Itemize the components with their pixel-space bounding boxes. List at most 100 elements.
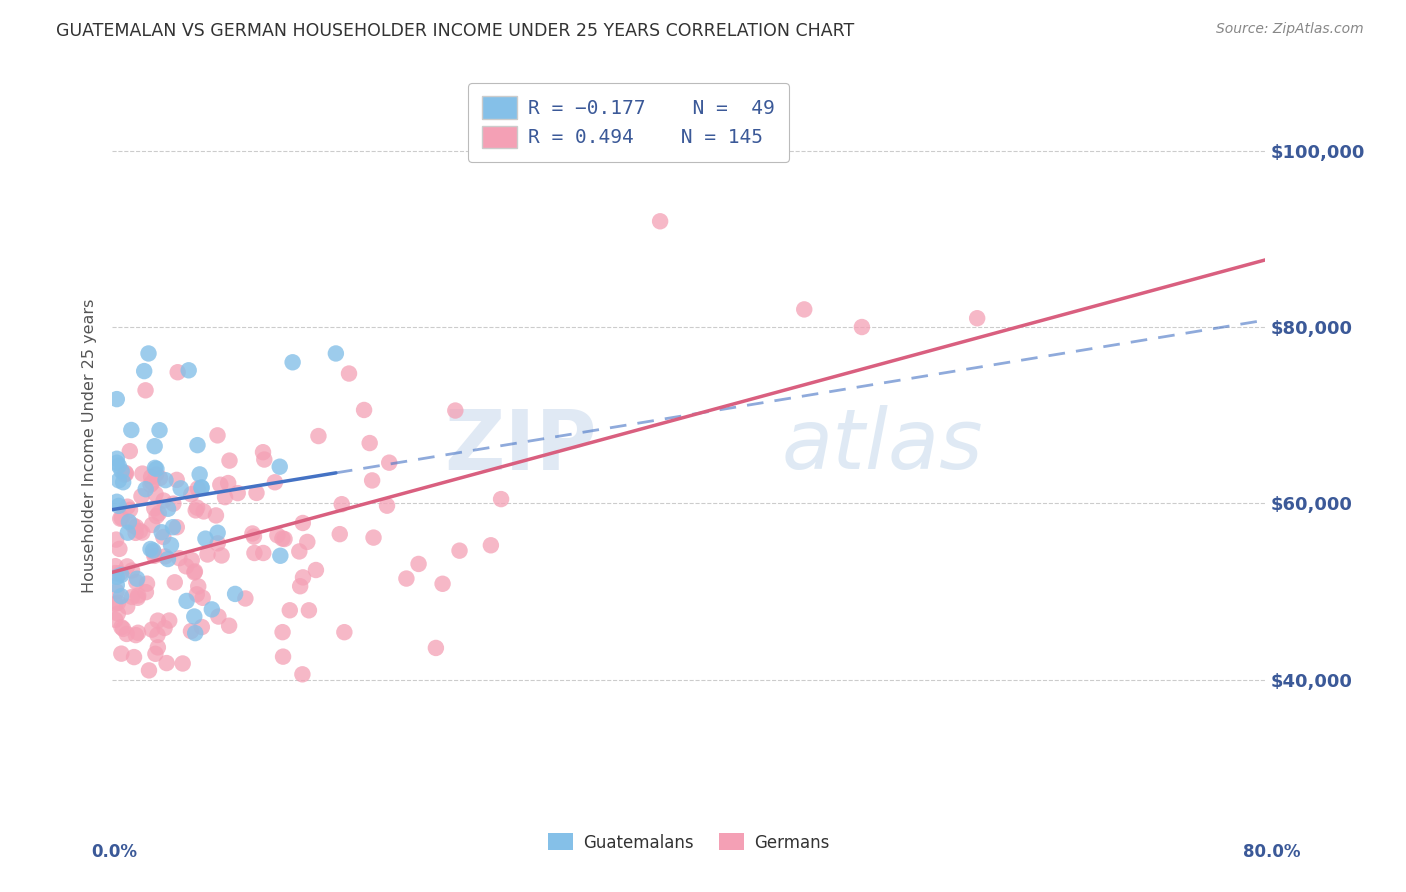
Point: [127, 591, 149, 605]
Y-axis label: Householder Income Under 25 years: Householder Income Under 25 years: [82, 299, 97, 593]
Point: [307, 429, 329, 443]
Point: [184, 503, 207, 517]
Point: [166, 473, 188, 487]
Point: [107, 596, 129, 610]
Point: [114, 466, 136, 480]
Point: [111, 511, 134, 525]
Point: [291, 570, 314, 584]
Point: [489, 492, 512, 507]
Point: [243, 546, 266, 560]
Point: [186, 587, 208, 601]
Point: [245, 486, 267, 500]
Point: [157, 501, 180, 516]
Point: [160, 538, 183, 552]
Point: [110, 568, 132, 582]
Point: [127, 589, 149, 603]
Point: [207, 428, 229, 442]
Point: [271, 625, 294, 640]
Point: [139, 541, 162, 556]
Point: [121, 590, 143, 604]
Text: 0.0%: 0.0%: [91, 843, 138, 861]
Point: [110, 589, 132, 603]
Point: [105, 495, 128, 509]
Point: [211, 549, 233, 563]
Point: [110, 620, 132, 634]
Point: [104, 566, 127, 580]
Point: [330, 497, 353, 511]
Point: [143, 501, 166, 516]
Point: [108, 458, 131, 473]
Point: [242, 526, 264, 541]
Point: [143, 461, 166, 475]
Point: [650, 214, 672, 228]
Point: [127, 625, 149, 640]
Point: [395, 572, 418, 586]
Point: [166, 365, 188, 379]
Point: [363, 531, 385, 545]
Point: [269, 549, 291, 563]
Point: [180, 487, 202, 501]
Point: [191, 591, 214, 605]
Point: [235, 591, 257, 606]
Point: [353, 403, 375, 417]
Point: [305, 563, 328, 577]
Point: [110, 647, 132, 661]
Point: [359, 436, 381, 450]
Point: [226, 486, 249, 500]
Point: [184, 565, 207, 579]
Point: [105, 451, 128, 466]
Point: [177, 363, 200, 377]
Point: [207, 525, 229, 540]
Point: [112, 622, 135, 636]
Point: [176, 594, 198, 608]
Point: [187, 482, 209, 496]
Point: [156, 552, 179, 566]
Point: [966, 311, 988, 326]
Point: [124, 525, 146, 540]
Point: [288, 579, 311, 593]
Point: [291, 516, 314, 530]
Point: [143, 549, 166, 563]
Point: [107, 607, 129, 621]
Point: [142, 543, 165, 558]
Point: [157, 614, 180, 628]
Point: [183, 566, 205, 580]
Point: [187, 579, 209, 593]
Text: 80.0%: 80.0%: [1243, 843, 1301, 861]
Point: [152, 530, 174, 544]
Point: [111, 464, 134, 478]
Point: [115, 559, 138, 574]
Point: [131, 467, 153, 481]
Point: [145, 467, 167, 482]
Point: [361, 474, 384, 488]
Point: [135, 585, 157, 599]
Point: [105, 584, 128, 599]
Point: [150, 525, 173, 540]
Point: [337, 367, 360, 381]
Point: [145, 487, 167, 501]
Point: [281, 355, 304, 369]
Point: [125, 574, 148, 589]
Point: [152, 493, 174, 508]
Point: [131, 489, 153, 503]
Point: [105, 392, 128, 406]
Point: [252, 546, 274, 560]
Point: [273, 532, 295, 546]
Point: [105, 456, 128, 470]
Legend: Guatemalans, Germans: Guatemalans, Germans: [541, 827, 837, 858]
Point: [108, 566, 131, 581]
Point: [186, 438, 208, 452]
Point: [190, 481, 212, 495]
Point: [214, 490, 236, 504]
Point: [205, 508, 228, 523]
Text: GUATEMALAN VS GERMAN HOUSEHOLDER INCOME UNDER 25 YEARS CORRELATION CHART: GUATEMALAN VS GERMAN HOUSEHOLDER INCOME …: [56, 22, 855, 40]
Point: [145, 509, 167, 524]
Point: [375, 499, 398, 513]
Point: [218, 453, 240, 467]
Text: ZIP: ZIP: [444, 406, 596, 486]
Point: [264, 475, 287, 490]
Point: [141, 475, 163, 490]
Point: [186, 500, 208, 515]
Point: [444, 403, 467, 417]
Point: [378, 456, 401, 470]
